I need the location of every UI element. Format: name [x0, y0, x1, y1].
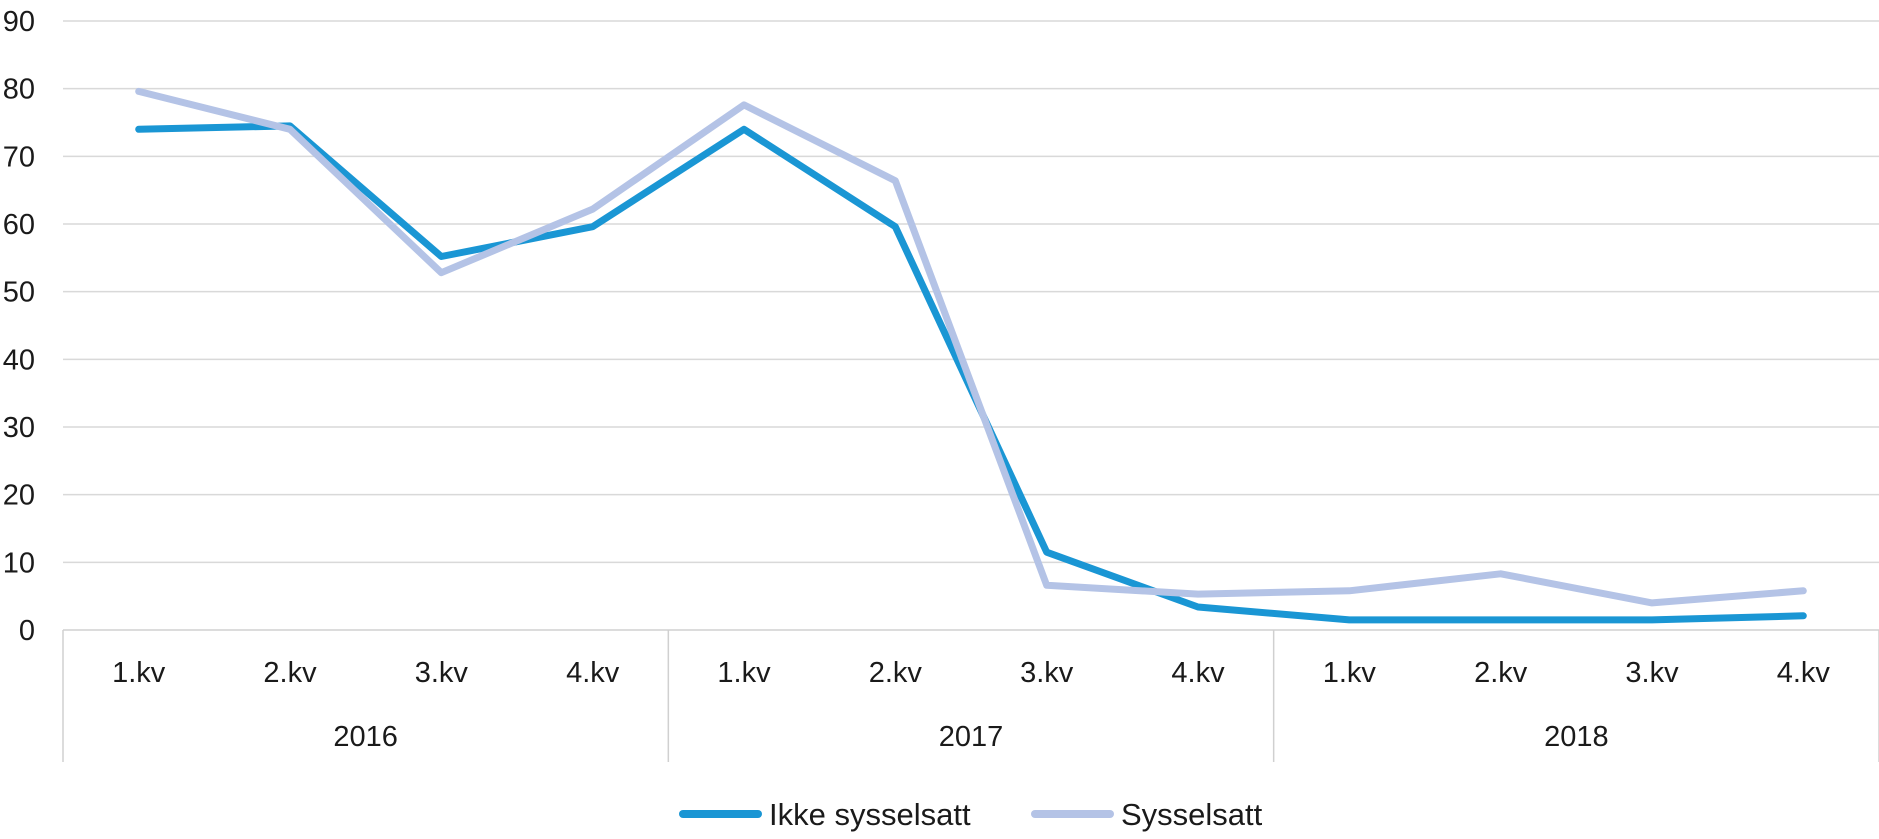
y-tick-label: 20	[3, 480, 35, 512]
y-tick-label: 40	[3, 344, 35, 376]
gridlines	[63, 20, 1879, 564]
y-tick-label: 50	[3, 277, 35, 309]
y-axis-tick-labels: 0 10 20 30 40 50 60 70 80 90	[3, 6, 35, 647]
axes	[62, 629, 1879, 762]
y-tick-label: 70	[3, 141, 35, 173]
y-tick-label: 10	[3, 547, 35, 579]
x-tick-label: 3.kv	[1625, 657, 1679, 689]
y-tick-label: 30	[3, 412, 35, 444]
x-tick-label: 3.kv	[415, 657, 469, 689]
group-label: 2018	[1544, 721, 1609, 753]
y-tick-label: 90	[3, 6, 35, 38]
legend-label: Sysselsatt	[1121, 797, 1263, 832]
legend: Ikke sysselsatt Sysselsatt	[679, 797, 1263, 832]
legend-label: Ikke sysselsatt	[769, 797, 971, 832]
x-tick-label: 4.kv	[1171, 657, 1225, 689]
x-tick-label: 3.kv	[1020, 657, 1074, 689]
x-tick-label: 2.kv	[869, 657, 923, 689]
x-axis-group-labels: 2016 2017 2018	[333, 721, 1608, 753]
x-tick-label: 4.kv	[1777, 657, 1831, 689]
group-label: 2016	[333, 721, 398, 753]
x-tick-label: 2.kv	[1474, 657, 1528, 689]
x-tick-label: 1.kv	[717, 657, 771, 689]
series-line-ikke-sysselsatt	[135, 122, 1807, 624]
x-tick-label: 1.kv	[1323, 657, 1377, 689]
y-tick-label: 60	[3, 209, 35, 241]
x-tick-label: 2.kv	[263, 657, 317, 689]
x-tick-label: 4.kv	[566, 657, 620, 689]
group-label: 2017	[939, 721, 1004, 753]
y-tick-label: 80	[3, 74, 35, 106]
y-tick-label: 0	[19, 615, 35, 647]
x-tick-label: 1.kv	[112, 657, 166, 689]
series-line-sysselsatt	[135, 87, 1807, 607]
series-lines	[135, 87, 1807, 624]
x-axis-tick-labels: 1.kv 2.kv 3.kv 4.kv 1.kv 2.kv 3.kv 4.kv 1.kv 2.kv…	[112, 657, 1830, 689]
